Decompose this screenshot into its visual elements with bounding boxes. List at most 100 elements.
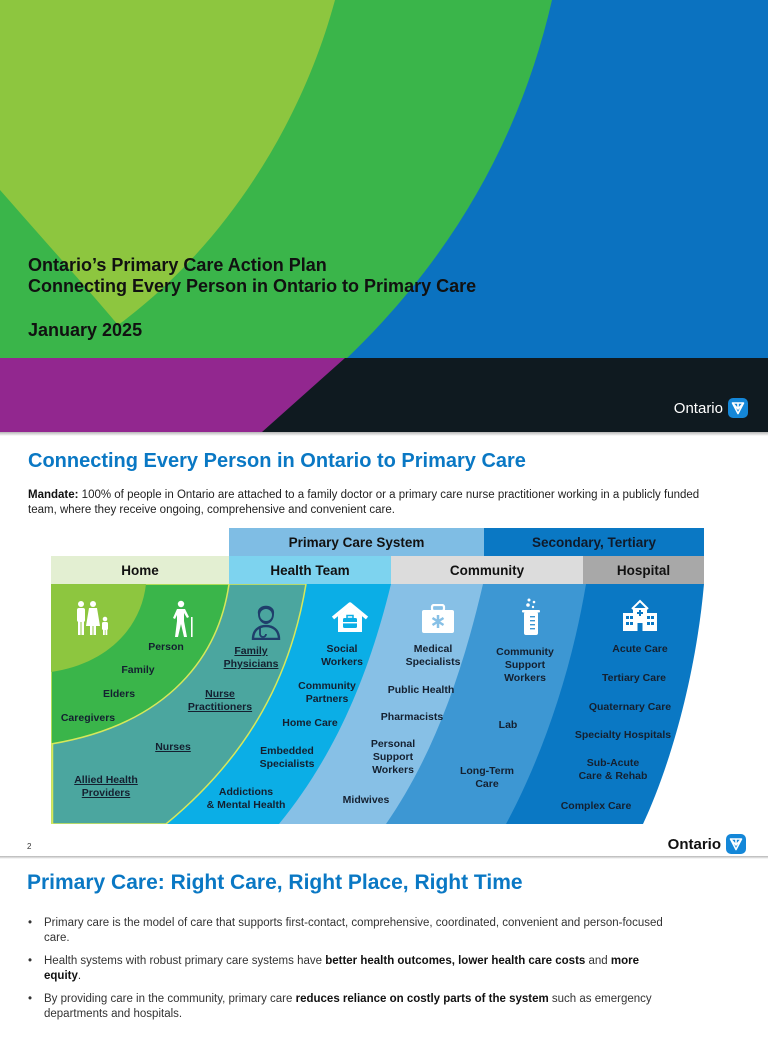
- label-home-care: Home Care: [282, 717, 338, 729]
- ontario-logo-text: Ontario: [667, 835, 721, 853]
- label-acute-care: Acute Care: [612, 643, 668, 655]
- bullet-list: Primary care is the model of care that s…: [28, 916, 678, 1030]
- ontario-logo-footer: Ontario: [668, 834, 746, 854]
- cover-date: January 2025: [28, 320, 143, 340]
- lab-beaker-icon: [520, 598, 542, 641]
- label-community-partners: Community Partners: [298, 680, 356, 706]
- label-family-physicians-line1: Family: [234, 645, 268, 657]
- label-medical-specialists-line1: Medical: [413, 643, 453, 655]
- header-home: Home: [51, 556, 229, 584]
- header-secondary-tertiary: Secondary, Tertiary: [484, 528, 704, 556]
- label-allied-health-providers: Allied Health Providers: [74, 774, 138, 800]
- care-bands-diagram: [51, 584, 704, 824]
- label-ltc-line1: Long-Term: [459, 765, 515, 777]
- label-social-workers-line2: Workers: [321, 656, 363, 668]
- bullet-text: Primary care is the model of care that s…: [44, 917, 663, 944]
- label-social-workers-line1: Social: [326, 643, 358, 655]
- cover-title-line2: Connecting Every Person in Ontario to Pr…: [28, 276, 477, 296]
- label-elders: Elders: [102, 688, 136, 700]
- label-personal-support-workers: Personal Support Workers: [371, 738, 415, 777]
- page-number: 2: [27, 842, 32, 851]
- page-divider: [0, 432, 768, 436]
- label-family-physicians: Family Physicians: [224, 645, 279, 671]
- label-embedded-specialists-line1: Embedded: [260, 745, 314, 757]
- label-psw-line3: Workers: [372, 764, 414, 776]
- label-quaternary-care: Quaternary Care: [588, 701, 672, 713]
- bullet-text: Health systems with robust primary care …: [44, 955, 326, 967]
- label-pharmacists: Pharmacists: [380, 711, 444, 723]
- bullet-text: such as emergency departments and hospit…: [44, 993, 652, 1020]
- header-health-team: Health Team: [229, 556, 391, 584]
- label-nurse-practitioners-line1: Nurse: [205, 688, 235, 700]
- label-addictions-line2: & Mental Health: [206, 799, 286, 811]
- label-csw-line3: Workers: [504, 672, 546, 684]
- bullet-bold-text: more equity: [44, 955, 640, 982]
- family-icon: [74, 600, 112, 643]
- label-addictions-mental-health: Addictions & Mental Health: [207, 786, 286, 812]
- ontario-logo: Ontario: [674, 398, 748, 418]
- slide-title-part2: Every Person in Ontario to Primary Care: [138, 450, 526, 472]
- label-lab: Lab: [498, 719, 518, 731]
- label-specialty-hospitals: Specialty Hospitals: [574, 729, 672, 741]
- mandate-label: Mandate:: [28, 489, 79, 501]
- right-care-slide: Primary Care: Right Care, Right Place, R…: [0, 859, 768, 1059]
- label-family-physicians-line2: Physicians: [223, 658, 279, 670]
- label-sub-acute-line1: Sub-Acute: [586, 757, 640, 769]
- label-csw-line2: Support: [504, 659, 546, 671]
- label-long-term-care: Long-Term Care: [460, 765, 514, 791]
- slide-title: Connecting Every Person in Ontario to Pr…: [28, 450, 526, 473]
- label-nurse-practitioners: Nurse Practitioners: [188, 688, 252, 714]
- bullet-bold-text: reduces reliance on costly parts of the …: [295, 993, 549, 1005]
- label-addictions-line1: Addictions: [218, 786, 274, 798]
- slide-title: Primary Care: Right Care, Right Place, R…: [27, 871, 523, 894]
- header-primary-care-system: Primary Care System: [229, 528, 484, 556]
- label-tertiary-care: Tertiary Care: [601, 672, 667, 684]
- bullet-item: Health systems with robust primary care …: [28, 954, 678, 984]
- label-public-health: Public Health: [387, 684, 455, 696]
- label-psw-line2: Support: [372, 751, 414, 763]
- label-allied-health-line2: Providers: [81, 787, 131, 799]
- label-nurse-practitioners-line2: Practitioners: [187, 701, 253, 713]
- label-embedded-specialists-line2: Specialists: [259, 758, 315, 770]
- label-ltc-line2: Care: [475, 778, 499, 790]
- bullet-text: and: [585, 955, 611, 967]
- label-sub-acute-line2: Care & Rehab: [578, 770, 648, 782]
- label-medical-specialists-line2: Specialists: [405, 656, 461, 668]
- cover-slide: Ontario’s Primary Care Action Plan Conne…: [0, 0, 768, 432]
- label-community-support-workers: Community Support Workers: [496, 646, 554, 685]
- bullet-bold-text: better health outcomes, lower health car…: [325, 955, 586, 967]
- slide-title-part1: Connecting: [28, 450, 138, 472]
- mandate-text: Mandate: 100% of people in Ontario are a…: [28, 488, 728, 517]
- cover-title-line1: Ontario’s Primary Care Action Plan: [28, 255, 327, 275]
- label-embedded-specialists: Embedded Specialists: [260, 745, 315, 771]
- label-psw-line1: Personal: [370, 738, 416, 750]
- ontario-logo-text: Ontario: [673, 399, 723, 417]
- label-sub-acute-care-rehab: Sub-Acute Care & Rehab: [579, 757, 648, 783]
- cover-background-art: [0, 0, 768, 432]
- label-social-workers: Social Workers: [321, 643, 363, 669]
- house-briefcase-icon: [331, 602, 369, 639]
- label-nurses: Nurses: [155, 741, 191, 753]
- medical-kit-icon: [421, 603, 455, 639]
- bullet-text: .: [77, 970, 82, 982]
- doctor-icon: [250, 600, 282, 645]
- connecting-slide: Connecting Every Person in Ontario to Pr…: [0, 436, 768, 856]
- label-allied-health-line1: Allied Health: [74, 774, 138, 786]
- label-midwives: Midwives: [342, 794, 390, 806]
- trillium-icon: [726, 834, 746, 854]
- mandate-body: 100% of people in Ontario are attached t…: [28, 489, 700, 516]
- label-csw-line1: Community: [496, 646, 554, 658]
- hospital-building-icon: [622, 598, 658, 637]
- label-community-partners-line1: Community: [298, 680, 356, 692]
- page-divider: [0, 856, 768, 859]
- label-medical-specialists: Medical Specialists: [406, 643, 461, 669]
- cover-title: Ontario’s Primary Care Action Plan Conne…: [28, 255, 476, 297]
- label-person: Person: [148, 641, 184, 653]
- header-community: Community: [391, 556, 583, 584]
- header-hospital: Hospital: [583, 556, 704, 584]
- bullet-item: By providing care in the community, prim…: [28, 992, 678, 1022]
- trillium-icon: [728, 398, 748, 418]
- label-community-partners-line2: Partners: [305, 693, 349, 705]
- label-complex-care: Complex Care: [560, 800, 632, 812]
